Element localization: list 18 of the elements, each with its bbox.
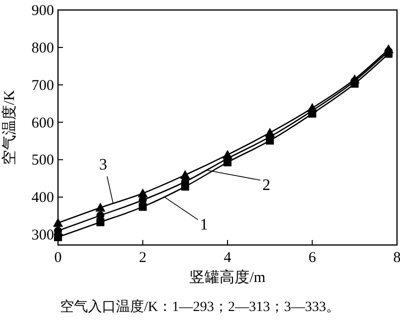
- y-tick-label: 500: [32, 152, 54, 169]
- y-tick-label: 300: [32, 228, 54, 244]
- y-tick-label: 800: [32, 40, 54, 56]
- text: 空气入口温度/K：1—293；2—313；3—333。: [60, 299, 340, 315]
- y-tick-label: 900: [32, 3, 54, 19]
- legend-label: 2: [262, 177, 270, 194]
- series-label: 3: [99, 156, 108, 174]
- x-tick-label: 0: [54, 250, 62, 266]
- x-tick-label: 8: [393, 250, 400, 266]
- y-tick-label: 700: [32, 78, 54, 94]
- x-axis-title: 竖罐高度/m: [190, 269, 266, 286]
- x-tick-label: 4: [224, 250, 232, 266]
- x-tick-label: 6: [308, 250, 316, 266]
- y-axis-title: 空气温度/K: [1, 90, 18, 165]
- series-label: 1: [200, 216, 208, 234]
- y-tick-label: 600: [32, 115, 54, 132]
- y-tick-label: 400: [32, 190, 54, 206]
- x-tick-label: 2: [139, 250, 146, 266]
